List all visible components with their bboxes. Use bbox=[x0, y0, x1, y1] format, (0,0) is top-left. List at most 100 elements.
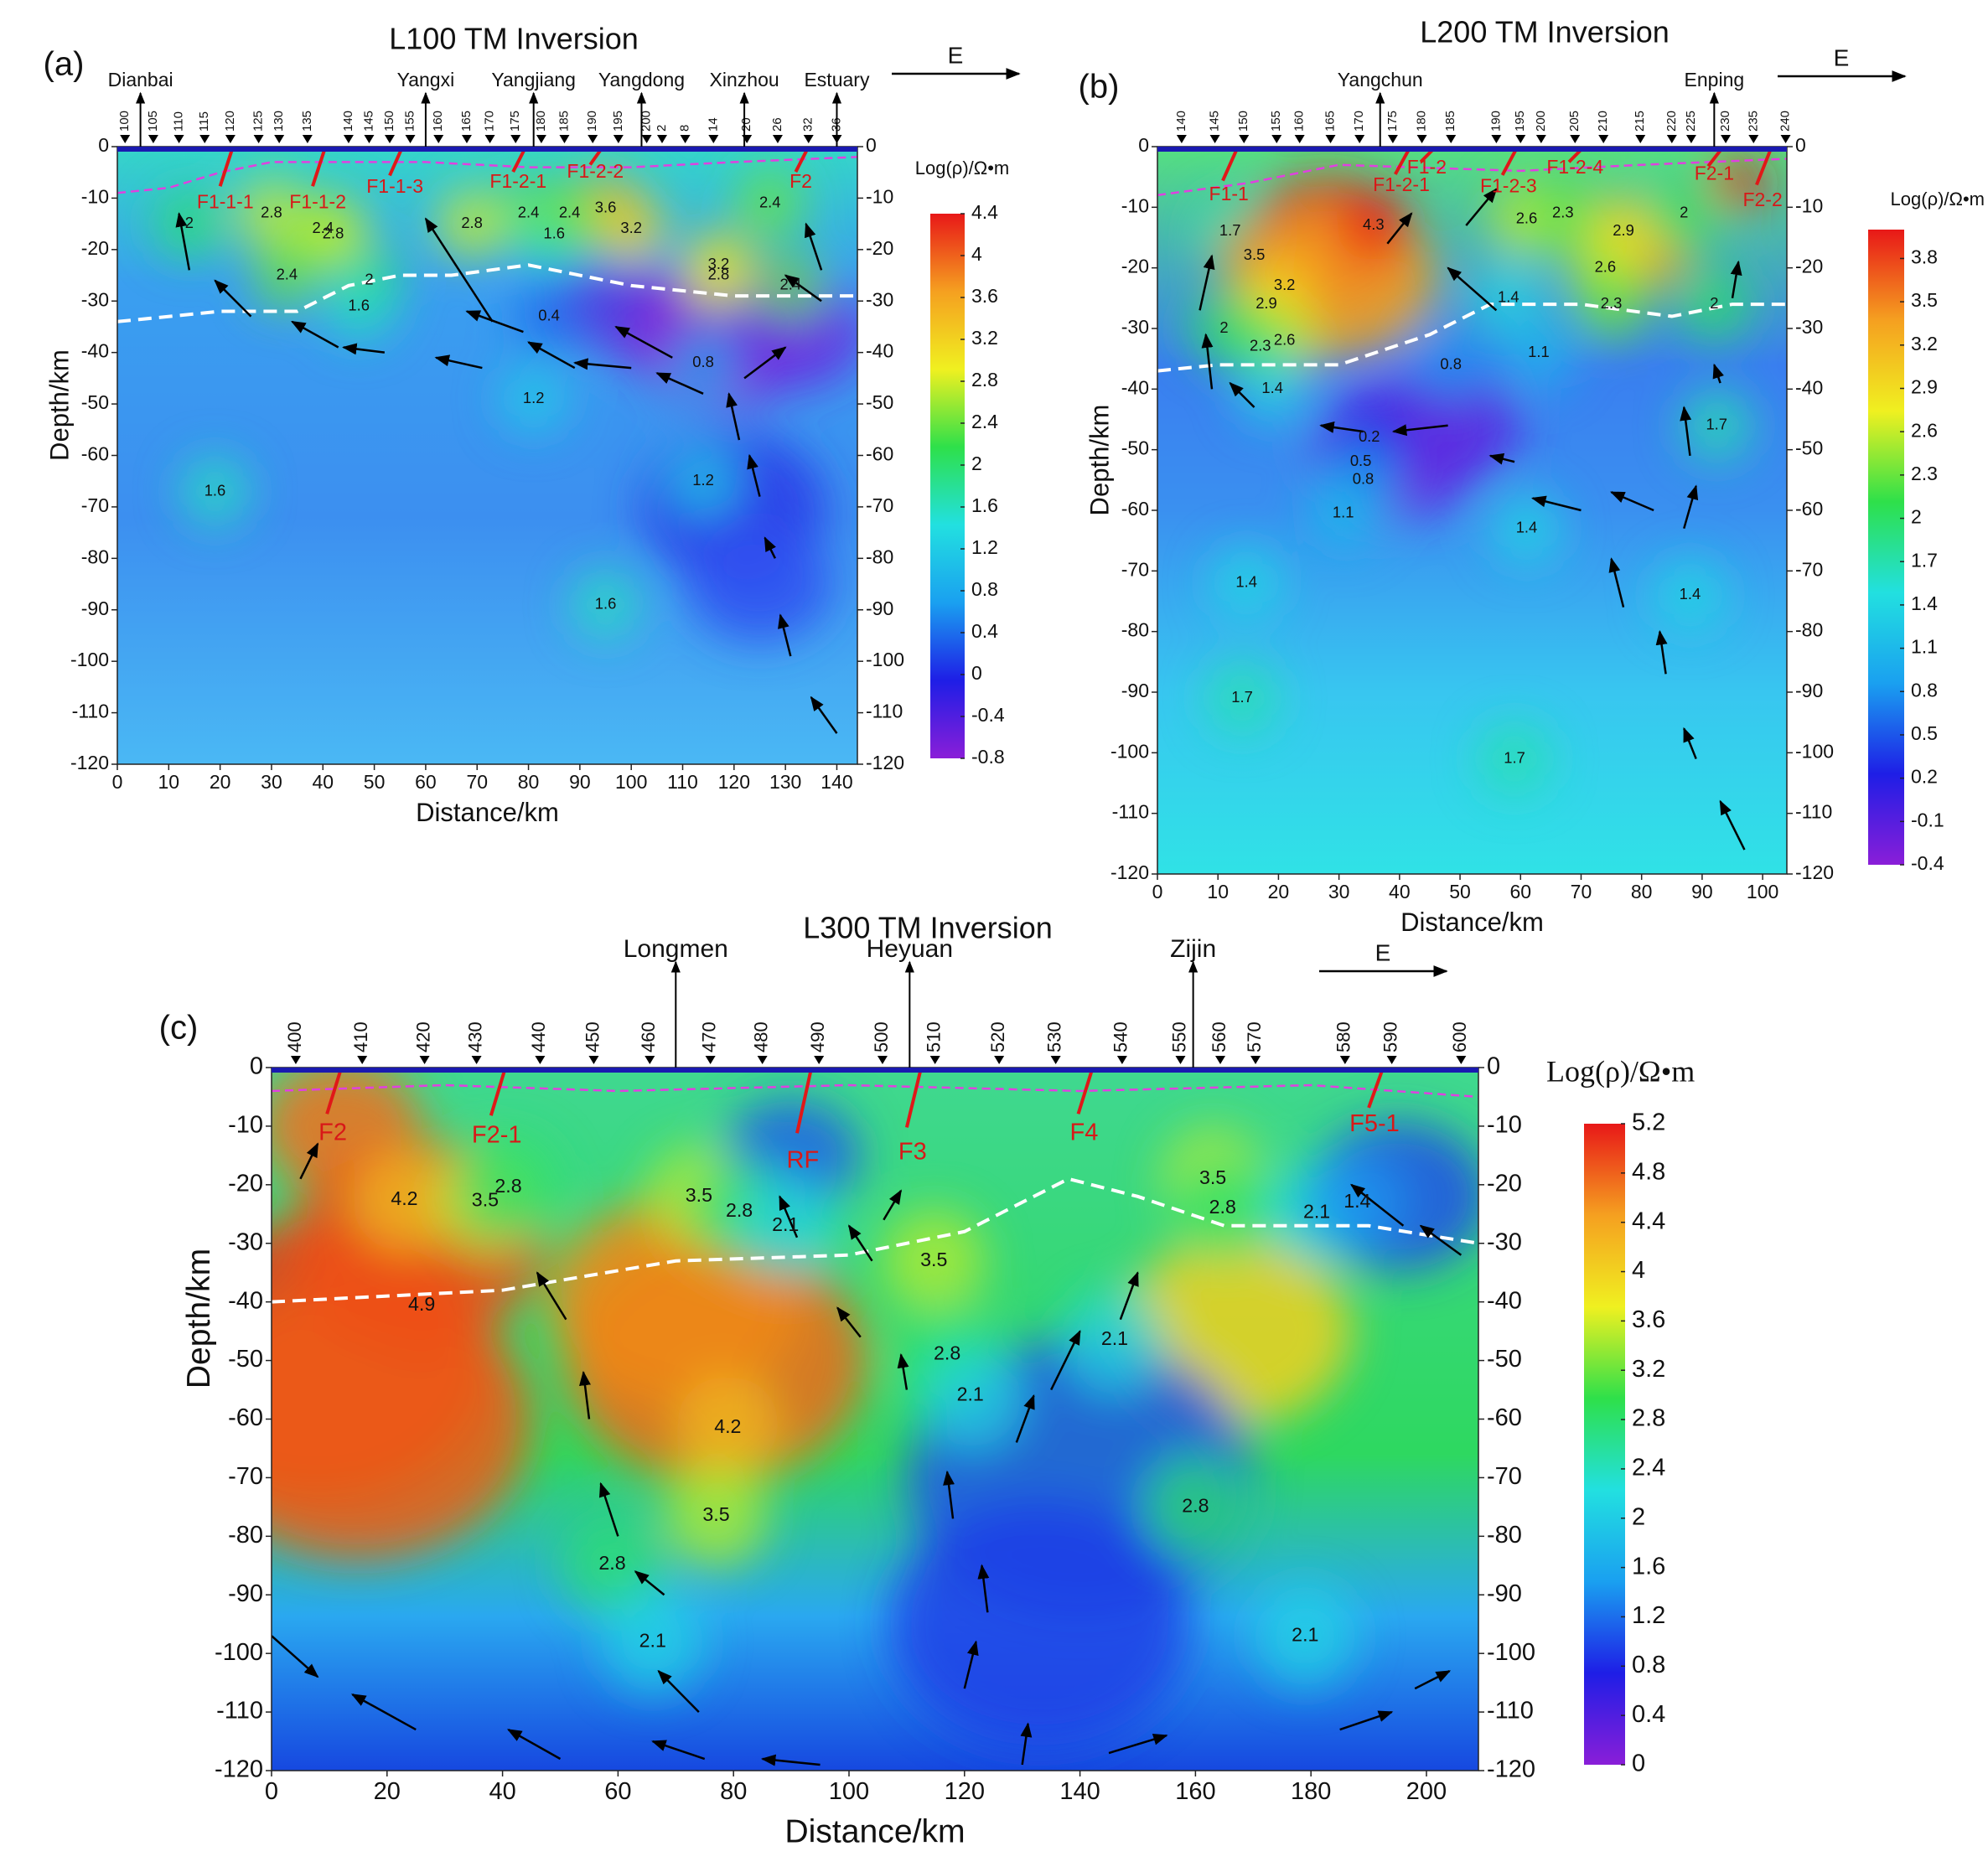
station-marker bbox=[120, 135, 131, 143]
resistivity-blob bbox=[1574, 267, 1649, 342]
resistivity-blob bbox=[1471, 261, 1545, 335]
fault-trace bbox=[1367, 1068, 1385, 1109]
station-label: 580 bbox=[1333, 1021, 1354, 1052]
y-tick-label: -30 bbox=[1121, 316, 1149, 338]
y-tick-label: -40 bbox=[228, 1287, 263, 1314]
station-marker bbox=[1666, 135, 1677, 143]
y-tick-label: -20 bbox=[228, 1170, 263, 1197]
x-tick-label: 160 bbox=[1175, 1778, 1215, 1805]
station-label: 560 bbox=[1209, 1021, 1230, 1052]
contour-label: 0.8 bbox=[692, 353, 714, 370]
station-marker bbox=[484, 135, 495, 143]
flow-arrow bbox=[579, 1370, 591, 1420]
y-tick-label: -30 bbox=[228, 1228, 263, 1255]
colorbar-tick-label: 4 bbox=[971, 243, 982, 265]
y2-tick-label: -120 bbox=[1487, 1756, 1535, 1783]
contour-label: 2.8 bbox=[1182, 1495, 1209, 1517]
flow-arrow bbox=[655, 372, 704, 395]
station-label: 550 bbox=[1168, 1021, 1189, 1052]
flow-arrow bbox=[1350, 1183, 1405, 1227]
station-label: 140 bbox=[1174, 111, 1188, 132]
station-marker bbox=[613, 135, 624, 143]
contour-label: 1.7 bbox=[1219, 221, 1241, 239]
flow-arrow bbox=[1119, 1271, 1139, 1321]
resistivity-blob bbox=[324, 271, 395, 342]
station-marker bbox=[433, 135, 444, 143]
flow-arrow bbox=[1488, 452, 1515, 465]
station-label: 600 bbox=[1449, 1021, 1470, 1052]
contour-label: 2.3 bbox=[1250, 337, 1271, 354]
fault-label: F2 bbox=[790, 170, 812, 192]
flow-arrow bbox=[1015, 1394, 1035, 1443]
fault-label: F1-2-1 bbox=[489, 170, 546, 192]
station-label: 195 bbox=[611, 111, 625, 132]
station-label: 150 bbox=[1236, 111, 1250, 132]
flow-arrow bbox=[743, 346, 787, 380]
flow-arrow bbox=[527, 341, 576, 370]
colorbar-tick-label: 3.5 bbox=[1911, 289, 1938, 311]
colorbar-tick-label: 4 bbox=[1632, 1257, 1645, 1284]
flow-arrow bbox=[760, 1754, 821, 1766]
anomaly bbox=[723, 274, 857, 390]
station-marker bbox=[1635, 135, 1646, 143]
y2-tick-label: -30 bbox=[1795, 316, 1823, 338]
station-marker bbox=[1339, 1056, 1350, 1064]
contour-label: 2.3 bbox=[1601, 294, 1623, 312]
contour-label: 2.8 bbox=[708, 265, 730, 282]
fault-label: F1-2 bbox=[1407, 156, 1447, 178]
station-marker bbox=[1116, 1056, 1127, 1064]
y2-tick-label: -50 bbox=[1795, 437, 1823, 459]
chart-title: L100 TM Inversion bbox=[389, 22, 639, 56]
resistivity-blob bbox=[918, 1343, 1022, 1448]
station-marker bbox=[1325, 135, 1336, 143]
x-tick-label: 40 bbox=[312, 771, 334, 793]
resistivity-blob bbox=[1062, 1288, 1167, 1393]
y-tick-label: -10 bbox=[81, 185, 109, 207]
station-marker bbox=[1294, 135, 1305, 143]
resistivity-blob bbox=[1253, 1584, 1358, 1688]
station-label: 185 bbox=[1443, 111, 1457, 132]
resistivity-blob bbox=[1525, 176, 1600, 251]
x-tick-label: 80 bbox=[720, 1778, 747, 1805]
resistivity-field bbox=[1157, 147, 1787, 874]
contour-label: 3.5 bbox=[920, 1249, 947, 1270]
y2-tick-label: -110 bbox=[1487, 1698, 1534, 1725]
contour-label: 2.8 bbox=[461, 214, 483, 231]
contour-label: 3.2 bbox=[708, 255, 730, 272]
fault-label: F2 bbox=[318, 1120, 347, 1146]
contour-label: 0.8 bbox=[1440, 354, 1462, 372]
contour-label: 1.6 bbox=[348, 296, 370, 313]
place-name: Yangjiang bbox=[491, 69, 576, 90]
colorbar-tick-label: 0.8 bbox=[1911, 679, 1938, 701]
station-marker bbox=[1176, 135, 1187, 143]
place-name: Zijin bbox=[1170, 935, 1216, 963]
x-axis-title: Distance/km bbox=[1400, 908, 1544, 937]
y2-tick-label: -10 bbox=[866, 185, 893, 207]
y-axis-title: Depth/km bbox=[181, 1249, 217, 1389]
contour-label: 1.2 bbox=[523, 389, 545, 406]
flow-arrow bbox=[1386, 212, 1413, 245]
anomaly bbox=[272, 1278, 531, 1560]
station-marker bbox=[803, 135, 814, 143]
flow-arrow bbox=[883, 1189, 903, 1221]
contour-label: 1.4 bbox=[1680, 585, 1701, 602]
contour-label: 1.4 bbox=[1261, 379, 1283, 396]
y-tick-label: -120 bbox=[70, 752, 109, 773]
contour-label: 2.8 bbox=[726, 1199, 753, 1221]
y-tick-label: -110 bbox=[1112, 801, 1149, 823]
resistivity-blob bbox=[600, 1590, 705, 1694]
contour-label: 3.5 bbox=[702, 1503, 729, 1525]
contour-label: 2.4 bbox=[559, 204, 581, 221]
colorbar-tick-label: 5.2 bbox=[1632, 1109, 1665, 1136]
colorbar-tick-label: 1.1 bbox=[1911, 636, 1938, 658]
resistivity-field bbox=[272, 1068, 1478, 1771]
flow-arrow bbox=[434, 354, 483, 370]
station-label: 2 bbox=[655, 125, 669, 132]
y2-tick-label: -60 bbox=[1487, 1404, 1522, 1431]
station-label: 190 bbox=[585, 111, 599, 132]
resistivity-blob bbox=[1677, 267, 1752, 342]
x-tick-label: 100 bbox=[615, 771, 647, 793]
x-tick-label: 140 bbox=[821, 771, 852, 793]
x-tick-label: 90 bbox=[569, 771, 591, 793]
